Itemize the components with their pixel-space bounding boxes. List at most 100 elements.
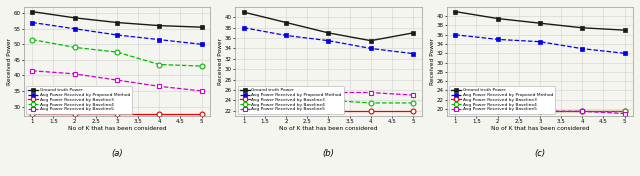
Avg Power Received by Baseline4: [198, 65, 205, 67]
Avg Power Received by Proposed Method: [493, 38, 501, 40]
Avg Power Received by Proposed Method: [451, 34, 459, 36]
Avg Power Received by Proposed Method: [282, 34, 290, 37]
Ground truth Power: [198, 26, 205, 28]
Avg Power Received by Baseline3: [282, 110, 290, 112]
Avg Power Received by Baseline5: [367, 92, 374, 94]
Avg Power Received by Baseline3: [198, 113, 205, 115]
Avg Power Received by Proposed Method: [579, 48, 586, 50]
Avg Power Received by Baseline4: [324, 99, 332, 101]
Avg Power Received by Baseline5: [240, 89, 248, 91]
Line: Ground truth Power: Ground truth Power: [242, 10, 415, 43]
Avg Power Received by Baseline5: [324, 92, 332, 94]
Ground truth Power: [240, 11, 248, 13]
Avg Power Received by Baseline4: [282, 107, 290, 109]
Avg Power Received by Baseline3: [71, 113, 79, 115]
Ground truth Power: [493, 17, 501, 20]
Text: (b): (b): [323, 149, 334, 158]
Avg Power Received by Proposed Method: [71, 28, 79, 30]
Ground truth Power: [409, 32, 417, 34]
Avg Power Received by Baseline3: [324, 110, 332, 112]
Avg Power Received by Baseline5: [156, 85, 163, 87]
Ground truth Power: [579, 27, 586, 29]
Line: Avg Power Received by Baseline4: Avg Power Received by Baseline4: [453, 109, 627, 114]
Ground truth Power: [282, 21, 290, 24]
Avg Power Received by Baseline3: [28, 113, 36, 115]
Avg Power Received by Proposed Method: [28, 21, 36, 24]
Avg Power Received by Baseline5: [621, 112, 628, 115]
Y-axis label: Received Power: Received Power: [7, 38, 12, 85]
Y-axis label: Received Power: Received Power: [430, 38, 435, 85]
X-axis label: No of K that has been considered: No of K that has been considered: [279, 126, 378, 131]
Avg Power Received by Baseline5: [579, 110, 586, 112]
Text: (c): (c): [534, 149, 545, 158]
Ground truth Power: [324, 32, 332, 34]
Avg Power Received by Baseline3: [621, 110, 628, 112]
Line: Avg Power Received by Proposed Method: Avg Power Received by Proposed Method: [30, 20, 204, 46]
Avg Power Received by Baseline4: [409, 102, 417, 104]
Ground truth Power: [28, 11, 36, 13]
Legend: Ground truth Power, Avg Power Received by Proposed Method, Avg Power Received by: Ground truth Power, Avg Power Received b…: [26, 86, 132, 114]
Ground truth Power: [536, 22, 544, 24]
Line: Avg Power Received by Baseline5: Avg Power Received by Baseline5: [30, 69, 204, 93]
Avg Power Received by Baseline3: [451, 110, 459, 112]
X-axis label: No of K that has been considered: No of K that has been considered: [491, 126, 589, 131]
Avg Power Received by Proposed Method: [324, 40, 332, 42]
Avg Power Received by Baseline4: [367, 102, 374, 104]
Y-axis label: Received Power: Received Power: [218, 38, 223, 85]
Legend: Ground truth Power, Avg Power Received by Proposed Method, Avg Power Received by: Ground truth Power, Avg Power Received b…: [237, 86, 344, 114]
Avg Power Received by Baseline5: [536, 110, 544, 112]
Avg Power Received by Baseline3: [493, 110, 501, 112]
Avg Power Received by Baseline4: [113, 51, 121, 53]
Avg Power Received by Proposed Method: [367, 47, 374, 49]
Avg Power Received by Baseline5: [409, 94, 417, 96]
Avg Power Received by Baseline5: [71, 73, 79, 75]
Avg Power Received by Proposed Method: [113, 34, 121, 36]
Avg Power Received by Proposed Method: [198, 43, 205, 45]
Avg Power Received by Baseline3: [409, 110, 417, 112]
Line: Avg Power Received by Proposed Method: Avg Power Received by Proposed Method: [242, 26, 415, 56]
Avg Power Received by Baseline5: [493, 108, 501, 110]
Avg Power Received by Baseline5: [113, 79, 121, 81]
Line: Avg Power Received by Baseline5: Avg Power Received by Baseline5: [242, 88, 415, 97]
Line: Ground truth Power: Ground truth Power: [30, 10, 204, 29]
Avg Power Received by Baseline4: [451, 110, 459, 112]
Avg Power Received by Baseline3: [240, 110, 248, 112]
Avg Power Received by Baseline4: [493, 110, 501, 112]
Legend: Ground truth Power, Avg Power Received by Proposed Method, Avg Power Received by: Ground truth Power, Avg Power Received b…: [449, 86, 556, 114]
Ground truth Power: [621, 29, 628, 31]
Avg Power Received by Baseline4: [28, 39, 36, 41]
Avg Power Received by Baseline4: [536, 110, 544, 112]
Line: Ground truth Power: Ground truth Power: [453, 10, 627, 32]
Line: Avg Power Received by Proposed Method: Avg Power Received by Proposed Method: [453, 33, 627, 55]
Avg Power Received by Baseline3: [536, 110, 544, 112]
Ground truth Power: [451, 11, 459, 13]
Ground truth Power: [71, 17, 79, 19]
Avg Power Received by Baseline5: [28, 70, 36, 72]
Line: Avg Power Received by Baseline3: Avg Power Received by Baseline3: [241, 108, 415, 113]
Avg Power Received by Baseline4: [621, 110, 628, 112]
Avg Power Received by Baseline4: [240, 110, 248, 112]
Line: Avg Power Received by Baseline4: Avg Power Received by Baseline4: [241, 98, 415, 113]
Avg Power Received by Baseline3: [579, 110, 586, 112]
Line: Avg Power Received by Baseline5: Avg Power Received by Baseline5: [453, 102, 627, 116]
Avg Power Received by Baseline3: [156, 113, 163, 115]
Avg Power Received by Baseline4: [71, 46, 79, 48]
Line: Avg Power Received by Baseline3: Avg Power Received by Baseline3: [453, 109, 627, 114]
Avg Power Received by Baseline5: [451, 103, 459, 105]
Avg Power Received by Proposed Method: [240, 27, 248, 29]
Ground truth Power: [113, 21, 121, 24]
Avg Power Received by Baseline3: [367, 110, 374, 112]
Avg Power Received by Proposed Method: [621, 52, 628, 54]
Avg Power Received by Proposed Method: [536, 41, 544, 43]
Line: Avg Power Received by Baseline4: Avg Power Received by Baseline4: [30, 37, 204, 68]
Avg Power Received by Baseline5: [282, 89, 290, 91]
Text: (a): (a): [111, 149, 123, 158]
Ground truth Power: [367, 40, 374, 42]
Avg Power Received by Proposed Method: [409, 53, 417, 55]
Avg Power Received by Baseline4: [579, 110, 586, 112]
Avg Power Received by Baseline3: [113, 113, 121, 115]
Avg Power Received by Baseline4: [156, 64, 163, 66]
Line: Avg Power Received by Baseline3: Avg Power Received by Baseline3: [30, 112, 204, 117]
Ground truth Power: [156, 25, 163, 27]
Avg Power Received by Baseline5: [198, 90, 205, 92]
